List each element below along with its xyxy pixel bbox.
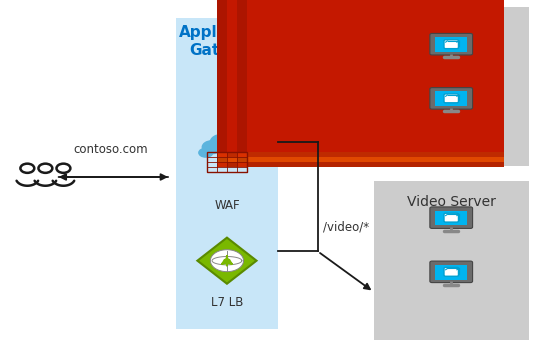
Text: /images/*: /images/*: [323, 112, 380, 125]
FancyBboxPatch shape: [435, 265, 467, 280]
Circle shape: [198, 148, 214, 158]
Circle shape: [225, 137, 246, 151]
Bar: [217, 0, 474, 162]
Bar: [374, 7, 529, 166]
Bar: [227, 0, 484, 157]
Text: WAF: WAF: [214, 199, 240, 212]
FancyBboxPatch shape: [430, 33, 473, 55]
Bar: [237, 0, 494, 157]
Bar: [217, 0, 474, 167]
FancyBboxPatch shape: [430, 261, 473, 282]
FancyBboxPatch shape: [444, 40, 459, 48]
Bar: [227, 0, 484, 152]
Bar: [247, 0, 504, 167]
Bar: [227, 0, 484, 167]
Bar: [237, 0, 494, 162]
Circle shape: [234, 144, 252, 156]
Circle shape: [210, 250, 244, 272]
Bar: [217, 0, 474, 152]
Polygon shape: [206, 148, 248, 153]
Bar: [247, 0, 504, 152]
Text: /video/*: /video/*: [323, 221, 369, 234]
Bar: [247, 0, 504, 162]
Text: L7 LB: L7 LB: [211, 296, 243, 309]
Bar: [237, 0, 494, 167]
FancyBboxPatch shape: [444, 213, 459, 222]
Bar: [374, 181, 529, 340]
Text: Video Server
Pool: Video Server Pool: [407, 195, 496, 225]
Circle shape: [210, 133, 235, 150]
Polygon shape: [445, 42, 457, 48]
Bar: [217, 0, 474, 157]
Polygon shape: [445, 96, 457, 102]
Polygon shape: [445, 216, 457, 221]
FancyBboxPatch shape: [435, 211, 467, 225]
Text: Application
Gateway: Application Gateway: [178, 25, 276, 58]
Bar: [176, 18, 278, 329]
Polygon shape: [445, 270, 457, 275]
Text: contoso.com: contoso.com: [74, 143, 148, 156]
FancyBboxPatch shape: [435, 37, 467, 52]
FancyBboxPatch shape: [444, 94, 459, 103]
Circle shape: [201, 140, 223, 154]
Bar: [227, 0, 484, 162]
Polygon shape: [198, 238, 256, 284]
FancyBboxPatch shape: [430, 207, 473, 228]
Bar: [237, 0, 494, 152]
FancyBboxPatch shape: [430, 87, 473, 109]
FancyBboxPatch shape: [435, 91, 467, 106]
FancyBboxPatch shape: [444, 267, 459, 276]
Bar: [207, 152, 247, 172]
Bar: [247, 0, 504, 157]
Text: Image Server
Pool: Image Server Pool: [405, 21, 498, 51]
